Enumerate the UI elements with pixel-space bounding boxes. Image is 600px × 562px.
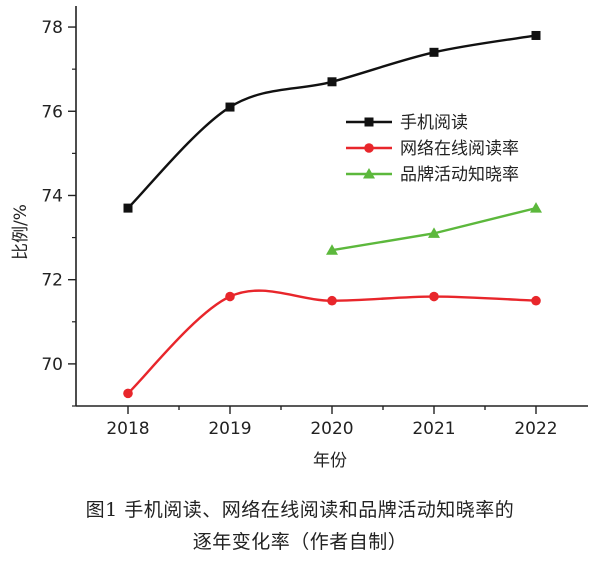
data-point-triangle — [326, 244, 338, 255]
data-point-square — [531, 30, 541, 40]
legend-item-2: 网络在线阅读率 — [346, 139, 519, 159]
data-point-square — [429, 47, 439, 57]
axes: 70 72 74 76 78 2018 2019 2020 2021 2022 — [41, 6, 588, 439]
figure-caption-line-1: 图1 手机阅读、网络在线阅读和品牌活动知晓率的 — [85, 499, 515, 521]
data-point-triangle — [363, 168, 375, 179]
y-tick-label: 72 — [41, 271, 63, 291]
legend-label: 品牌活动知晓率 — [400, 165, 519, 185]
series-line — [127, 289, 537, 395]
y-tick-label: 70 — [41, 355, 63, 375]
y-axis-label: 比例/% — [11, 204, 31, 260]
data-point-circle — [327, 295, 337, 306]
y-tick-label: 74 — [41, 186, 63, 206]
data-point-square — [225, 102, 235, 112]
x-axis-label: 年份 — [313, 451, 347, 471]
legend-label: 网络在线阅读率 — [400, 139, 519, 159]
data-point-triangle — [428, 227, 440, 238]
series-3 — [326, 202, 542, 255]
legend-label: 手机阅读 — [400, 113, 468, 133]
x-tick-label: 2022 — [514, 419, 557, 439]
x-tick-label: 2019 — [208, 419, 251, 439]
line-chart: 70 72 74 76 78 2018 2019 2020 2021 2022 手机阅读网络在线阅… — [11, 6, 588, 471]
legend-item-3: 品牌活动知晓率 — [346, 165, 519, 185]
data-point-triangle — [530, 202, 542, 213]
series-layer — [123, 30, 542, 399]
data-point-square — [327, 77, 337, 87]
y-tick-label: 76 — [41, 102, 63, 122]
legend-item-1: 手机阅读 — [346, 113, 468, 133]
x-tick-label: 2021 — [412, 419, 455, 439]
y-tick-label: 78 — [41, 18, 63, 38]
data-point-circle — [364, 143, 374, 153]
x-tick-label: 2018 — [106, 419, 149, 439]
data-point-square — [123, 203, 133, 213]
series-2 — [123, 289, 541, 399]
data-point-square — [364, 117, 374, 127]
data-point-circle — [123, 388, 133, 399]
data-point-circle — [531, 295, 541, 306]
figure-caption-line-2: 逐年变化率（作者自制） — [192, 531, 408, 553]
series-1 — [123, 30, 541, 213]
x-tick-label: 2020 — [310, 419, 353, 439]
data-point-circle — [429, 291, 439, 302]
data-point-circle — [225, 291, 235, 302]
